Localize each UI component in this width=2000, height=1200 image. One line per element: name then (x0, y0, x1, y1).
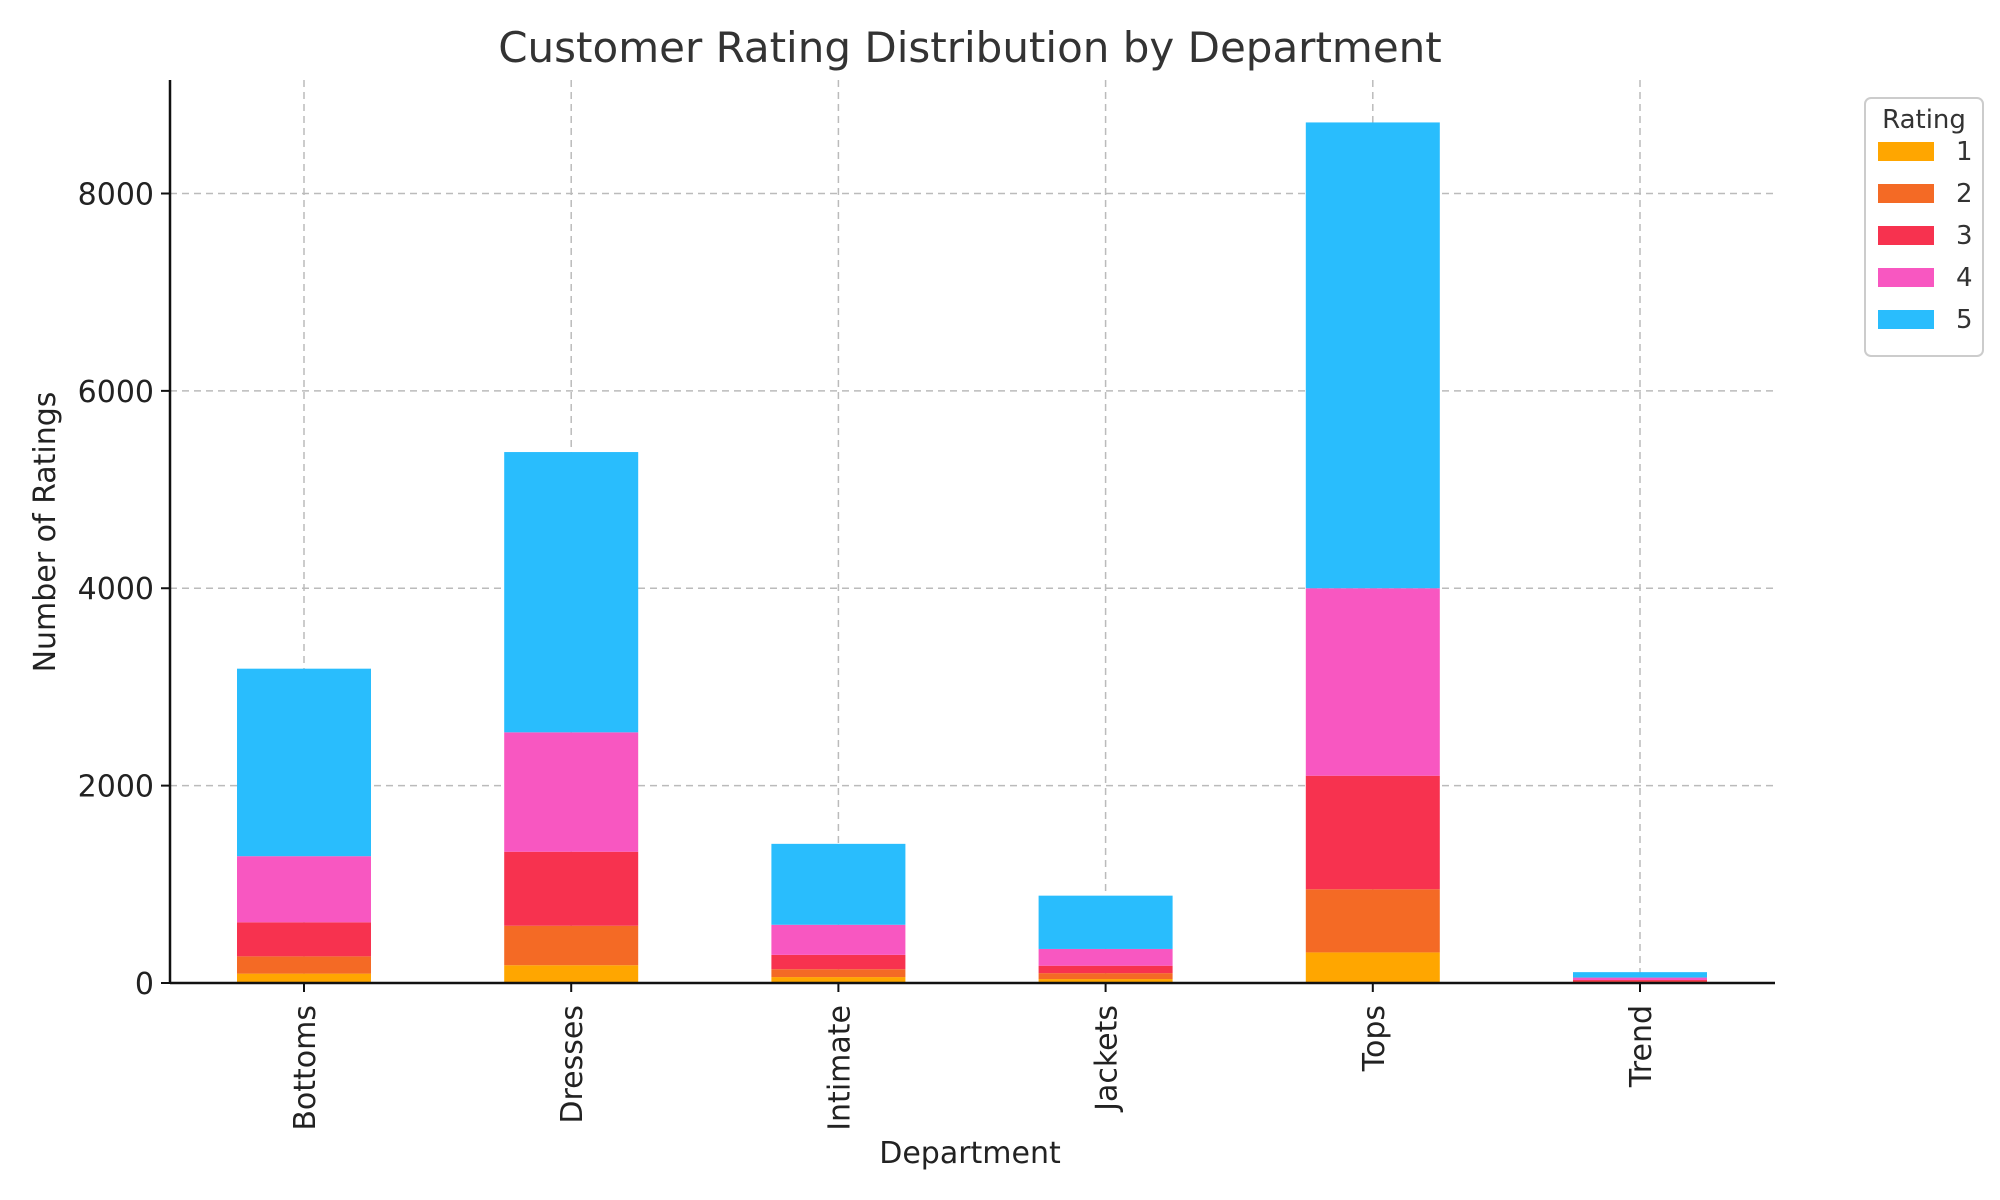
legend-label: 5 (1956, 305, 1973, 335)
bar-segment-dresses-rating-3 (504, 851, 639, 926)
bar-segment-bottoms-rating-3 (237, 922, 371, 957)
bar-segment-jackets-rating-4 (1038, 948, 1173, 966)
bar-segment-intimate-rating-4 (771, 924, 906, 955)
bar-segment-jackets-rating-2 (1038, 973, 1173, 980)
bar-segment-jackets-rating-1 (1038, 979, 1173, 983)
bar-segment-tops-rating-4 (1305, 588, 1440, 776)
x-tick-label: Intimate (822, 1005, 857, 1131)
bar-segment-intimate-rating-3 (771, 954, 906, 970)
x-tick-label: Trend (1624, 1005, 1659, 1088)
y-tick-label: 8000 (78, 177, 154, 212)
bar-segment-bottoms-rating-5 (237, 668, 371, 857)
bar-segment-dresses-rating-5 (504, 452, 639, 733)
legend-swatch (1878, 142, 1934, 161)
bar-segment-jackets-rating-5 (1038, 895, 1173, 949)
x-tick-label: Dresses (555, 1005, 590, 1124)
legend-label: 3 (1956, 221, 1973, 251)
y-tick-label: 6000 (78, 375, 154, 410)
legend: Rating 1 2 3 4 5 (1864, 97, 1984, 357)
x-tick-label: Jackets (1090, 1005, 1125, 1113)
grid-lines (170, 80, 1775, 983)
legend-label: 4 (1956, 263, 1973, 293)
x-tick-label: Tops (1357, 1005, 1392, 1072)
legend-title: Rating (1882, 105, 1966, 135)
legend-label: 2 (1956, 179, 1973, 209)
bar-segment-tops-rating-1 (1305, 952, 1440, 983)
bar-segment-bottoms-rating-2 (237, 956, 371, 974)
bars (237, 122, 1707, 983)
y-tick-label: 2000 (78, 770, 154, 805)
y-tick-label: 4000 (78, 572, 154, 607)
legend-swatch (1878, 268, 1934, 287)
bar-segment-intimate-rating-2 (771, 969, 906, 978)
chart-title: Customer Rating Distribution by Departme… (498, 23, 1442, 72)
bar-segment-tops-rating-2 (1305, 889, 1440, 953)
x-tick-label: Bottoms (288, 1005, 323, 1131)
bar-segment-dresses-rating-2 (504, 925, 639, 966)
bar-segment-trend-rating-3 (1573, 980, 1707, 982)
x-tick-labels: Bottoms Dresses Intimate Jackets Tops Trend (288, 1005, 1659, 1131)
legend-swatch (1878, 184, 1934, 203)
bar-segment-trend-rating-5 (1573, 972, 1707, 978)
legend-swatch (1878, 226, 1934, 245)
y-axis-label: Number of Ratings (28, 392, 63, 673)
bar-segment-dresses-rating-4 (504, 732, 639, 852)
legend-items: 1 2 3 4 5 (1878, 137, 1973, 335)
y-tick-label: 0 (135, 967, 154, 1002)
bar-segment-bottoms-rating-1 (237, 973, 371, 983)
bar-segment-tops-rating-3 (1305, 775, 1440, 890)
x-axis-label: Department (879, 1136, 1061, 1171)
bar-segment-intimate-rating-1 (771, 977, 906, 983)
bar-segment-intimate-rating-5 (771, 843, 906, 925)
bar-segment-jackets-rating-3 (1038, 965, 1173, 974)
legend-swatch (1878, 310, 1934, 329)
bar-segment-trend-rating-4 (1573, 977, 1707, 981)
axes (161, 80, 1775, 992)
bar-segment-bottoms-rating-4 (237, 856, 371, 923)
bar-segment-dresses-rating-1 (504, 965, 639, 983)
legend-label: 1 (1956, 137, 1973, 167)
bar-segment-tops-rating-5 (1305, 122, 1440, 589)
y-tick-labels: 0 2000 4000 6000 8000 (78, 177, 154, 1002)
